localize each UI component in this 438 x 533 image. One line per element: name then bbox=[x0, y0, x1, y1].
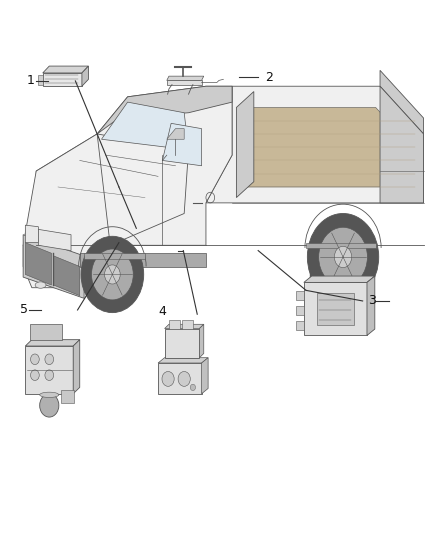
Bar bbox=[317, 293, 354, 325]
Bar bbox=[296, 320, 304, 330]
Circle shape bbox=[31, 370, 39, 381]
Polygon shape bbox=[167, 128, 184, 139]
Polygon shape bbox=[206, 86, 424, 203]
Text: 5: 5 bbox=[20, 303, 28, 317]
Polygon shape bbox=[97, 86, 232, 134]
Bar bbox=[38, 75, 43, 85]
Text: 4: 4 bbox=[158, 305, 166, 318]
Polygon shape bbox=[25, 346, 73, 394]
Polygon shape bbox=[241, 108, 415, 187]
Circle shape bbox=[31, 354, 39, 365]
Polygon shape bbox=[304, 282, 367, 335]
Polygon shape bbox=[80, 253, 206, 266]
Bar bbox=[158, 363, 201, 394]
Polygon shape bbox=[199, 324, 204, 358]
Polygon shape bbox=[43, 66, 88, 73]
Bar bbox=[30, 324, 62, 340]
Bar bbox=[61, 390, 74, 403]
Polygon shape bbox=[82, 66, 88, 86]
Circle shape bbox=[178, 372, 190, 386]
Circle shape bbox=[190, 384, 195, 391]
Bar bbox=[296, 306, 304, 316]
Polygon shape bbox=[23, 245, 88, 288]
Circle shape bbox=[319, 227, 367, 287]
Polygon shape bbox=[25, 340, 80, 346]
Text: 3: 3 bbox=[368, 294, 376, 308]
Circle shape bbox=[45, 370, 53, 381]
Bar bbox=[182, 320, 193, 328]
Polygon shape bbox=[167, 80, 201, 85]
Polygon shape bbox=[25, 243, 51, 285]
Polygon shape bbox=[306, 243, 376, 248]
Polygon shape bbox=[380, 86, 424, 203]
Polygon shape bbox=[25, 225, 39, 243]
Polygon shape bbox=[304, 276, 375, 282]
Ellipse shape bbox=[35, 282, 46, 288]
Bar bbox=[169, 320, 180, 328]
Circle shape bbox=[162, 372, 174, 386]
Polygon shape bbox=[367, 276, 375, 335]
Polygon shape bbox=[23, 134, 110, 266]
Circle shape bbox=[307, 214, 379, 301]
Polygon shape bbox=[43, 73, 82, 86]
Bar bbox=[296, 291, 304, 301]
Polygon shape bbox=[237, 92, 254, 198]
Circle shape bbox=[92, 249, 133, 300]
Polygon shape bbox=[39, 229, 71, 251]
Polygon shape bbox=[80, 86, 232, 245]
Ellipse shape bbox=[40, 392, 59, 398]
Polygon shape bbox=[84, 253, 145, 259]
Polygon shape bbox=[158, 358, 208, 363]
Text: 1: 1 bbox=[26, 75, 34, 87]
Circle shape bbox=[40, 394, 59, 417]
Polygon shape bbox=[73, 340, 80, 394]
Polygon shape bbox=[165, 324, 204, 328]
Polygon shape bbox=[167, 76, 204, 80]
Polygon shape bbox=[162, 123, 201, 166]
Polygon shape bbox=[201, 358, 208, 394]
Polygon shape bbox=[36, 134, 188, 245]
Circle shape bbox=[105, 265, 120, 284]
Polygon shape bbox=[102, 102, 188, 150]
Text: 2: 2 bbox=[265, 71, 272, 84]
Polygon shape bbox=[380, 70, 424, 134]
Polygon shape bbox=[53, 256, 80, 296]
Polygon shape bbox=[23, 235, 84, 298]
Bar bbox=[165, 328, 199, 358]
Circle shape bbox=[45, 354, 53, 365]
Circle shape bbox=[81, 236, 144, 313]
Circle shape bbox=[334, 246, 352, 268]
